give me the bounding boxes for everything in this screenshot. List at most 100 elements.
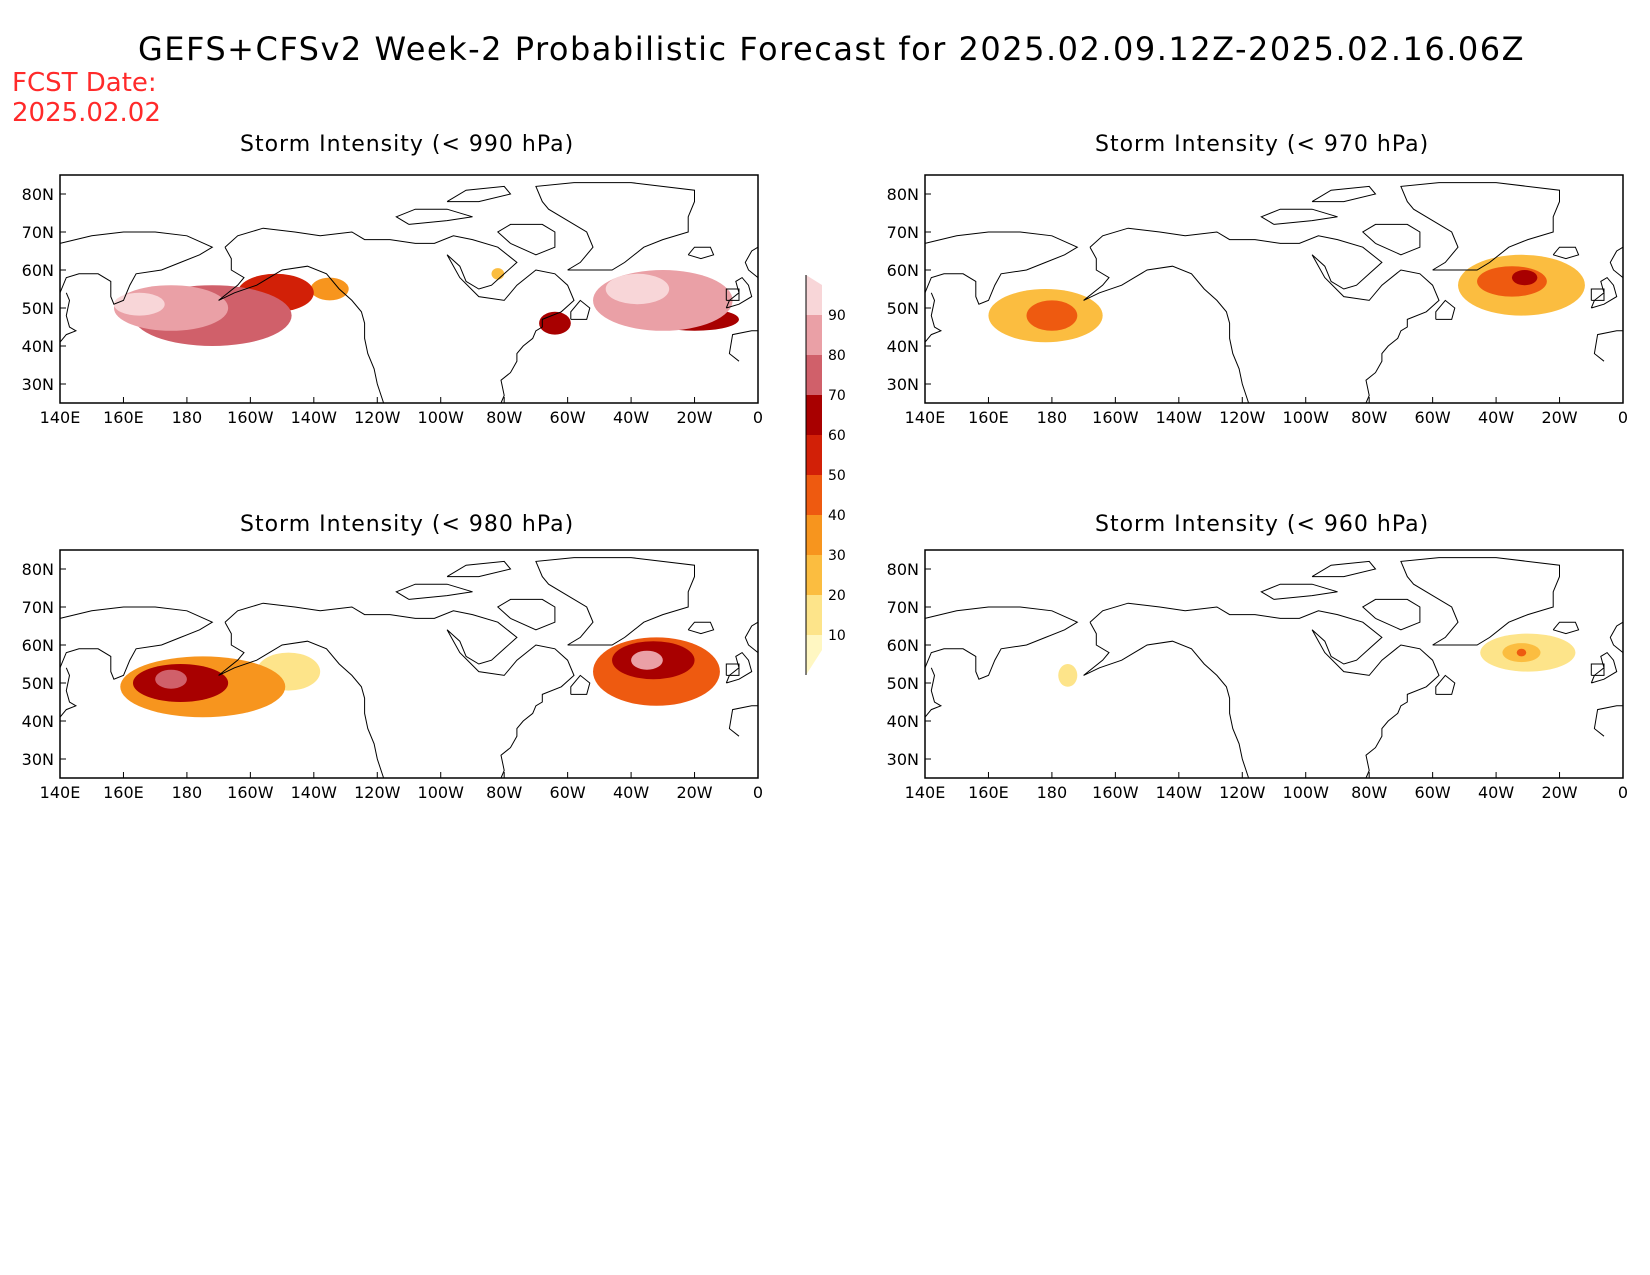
probability-shading [113, 268, 739, 346]
lat-tick-label: 30N [22, 750, 54, 769]
panel-title-980: Storm Intensity (< 980 hPa) [240, 512, 575, 537]
lon-tick-label: 160W [1092, 783, 1139, 802]
lon-tick-label: 160W [227, 783, 274, 802]
coastlines [924, 182, 1624, 404]
lon-tick-label: 40W [613, 408, 649, 427]
probability-area [605, 273, 670, 305]
coastline [496, 223, 556, 256]
colorbar-label: 30 [828, 548, 846, 564]
map-panel-980: 140E 160E 180 160W 140W 120W 100W 80W 60W 40W 20W 0… [22, 549, 763, 802]
lon-tick-label: 180 [1037, 783, 1068, 802]
coastline [446, 560, 512, 578]
coastline [725, 276, 753, 309]
map-frame [59, 549, 759, 779]
coastline [535, 557, 695, 646]
coastline [725, 651, 753, 684]
lat-tick-label: 50N [22, 299, 54, 318]
lon-tick-label: 140E [905, 408, 946, 427]
lon-tick-label: 180 [172, 783, 203, 802]
probability-area [1477, 266, 1547, 297]
lon-tick-label: 20W [1541, 408, 1577, 427]
panel-title-970: Storm Intensity (< 970 hPa) [1095, 132, 1430, 157]
coastline [1590, 288, 1605, 301]
colorbar-label: 70 [828, 388, 846, 404]
lat-tick-label: 40N [22, 337, 54, 356]
lon-tick-label: 140E [40, 408, 81, 427]
lat-tick-label: 40N [887, 337, 919, 356]
colorbar-segment [806, 555, 822, 595]
lat-tick-label: 60N [22, 261, 54, 280]
coastline [1311, 560, 1377, 578]
colorbar-segment [806, 395, 822, 435]
colorbar-segment [806, 515, 822, 555]
coastline [395, 208, 473, 225]
coastline [728, 330, 758, 362]
coastline [1361, 598, 1421, 631]
lon-tick-label: 0 [753, 408, 763, 427]
coastline [725, 663, 740, 676]
coastline [924, 231, 1079, 305]
lon-tick-label: 80W [1351, 408, 1387, 427]
coastline [395, 583, 473, 600]
lat-tick-label: 70N [887, 223, 919, 242]
coastline [59, 606, 214, 680]
lat-tick-label: 30N [887, 375, 919, 394]
lon-tick-label: 60W [1415, 408, 1451, 427]
coastline [1435, 674, 1456, 695]
probability-area [491, 268, 505, 280]
lat-tick-label: 70N [887, 598, 919, 617]
probability-area [1026, 300, 1078, 331]
colorbar-segment [806, 635, 822, 675]
probability-area [310, 277, 349, 301]
lon-tick-label: 140W [1156, 408, 1203, 427]
lat-tick-label: 70N [22, 223, 54, 242]
coastline [446, 185, 512, 203]
coastline [728, 705, 758, 737]
coastline [1089, 602, 1440, 779]
lat-tick-label: 80N [22, 560, 54, 579]
forecast-date-block: FCST Date: 2025.02.02 [12, 68, 161, 128]
coastlines [59, 182, 759, 404]
probability-shading [988, 254, 1585, 343]
probability-area [1511, 270, 1538, 286]
coastline [687, 246, 715, 260]
colorbar-segment [806, 275, 822, 315]
coastline [1552, 246, 1580, 260]
lon-tick-label: 140E [40, 783, 81, 802]
lon-tick-label: 160W [1092, 408, 1139, 427]
lon-tick-label: 40W [613, 783, 649, 802]
panel-title-960: Storm Intensity (< 960 hPa) [1095, 512, 1430, 537]
coastline [1260, 583, 1338, 600]
colorbar-label: 10 [828, 628, 846, 644]
lat-tick-label: 40N [887, 712, 919, 731]
lon-tick-label: 100W [1283, 408, 1330, 427]
lon-tick-label: 140W [291, 408, 338, 427]
lat-tick-label: 50N [887, 299, 919, 318]
coastline [1260, 208, 1338, 225]
coastline [924, 606, 1079, 680]
map-frame [924, 174, 1624, 404]
lon-tick-label: 180 [1037, 408, 1068, 427]
map-panel-960: 140E 160E 180 160W 140W 120W 100W 80W 60W 40W 20W 0… [887, 549, 1628, 802]
lon-tick-label: 80W [1351, 783, 1387, 802]
coastline [570, 299, 591, 320]
coastline [744, 621, 759, 653]
coastline [218, 621, 385, 779]
coastline [924, 667, 943, 718]
lon-tick-label: 120W [1219, 408, 1266, 427]
coastline [1593, 705, 1623, 737]
lon-tick-label: 60W [550, 408, 586, 427]
coastline [1089, 227, 1440, 404]
coastline [1400, 557, 1560, 646]
lon-tick-label: 100W [418, 783, 465, 802]
colorbar-label: 40 [828, 508, 846, 524]
coastline [224, 227, 575, 404]
coastlines [924, 557, 1624, 779]
coastline [496, 598, 556, 631]
coastline [59, 231, 214, 305]
lon-tick-label: 160W [227, 408, 274, 427]
colorbar-segment [806, 435, 822, 475]
coastline [1083, 246, 1250, 404]
colorbar-segment [806, 595, 822, 635]
lon-tick-label: 0 [753, 783, 763, 802]
